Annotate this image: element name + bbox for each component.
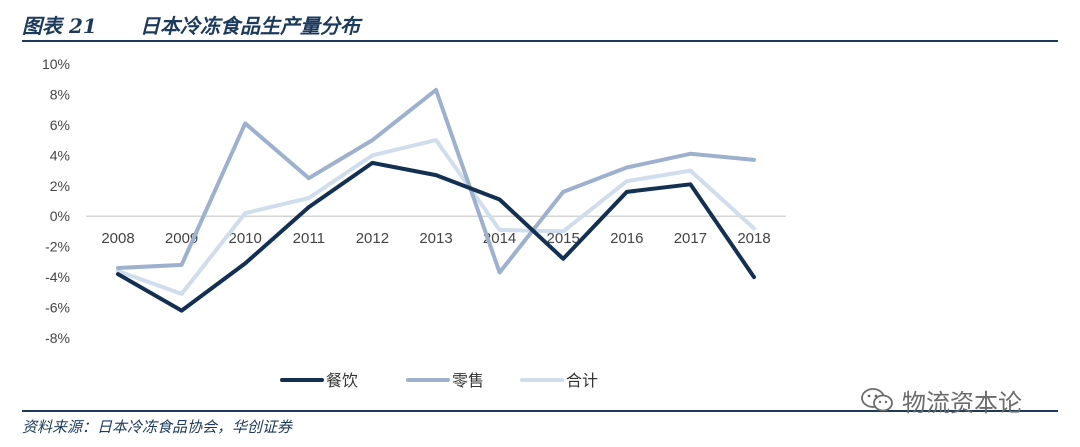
legend: 餐饮 零售 合计 xyxy=(280,371,598,390)
x-tick-label: 2011 xyxy=(293,230,325,247)
x-axis: 2008 2009 2010 2011 2012 2013 2014 2015 2016 2017… xyxy=(86,215,786,247)
legend-label: 零售 xyxy=(452,371,484,390)
watermark-text: 物流资本论 xyxy=(902,388,1022,417)
y-tick-label: -6% xyxy=(45,300,70,316)
x-tick-label: 2013 xyxy=(419,230,452,247)
x-tick-label: 2010 xyxy=(229,230,262,247)
y-tick-label: 10% xyxy=(42,56,70,72)
figure-number: 图表 21 xyxy=(22,14,97,38)
watermark: 物流资本论 xyxy=(860,384,1022,417)
series-line-2 xyxy=(116,138,756,296)
x-tick-label: 2008 xyxy=(101,230,134,247)
figure-header: 图表 21 日本冷冻食品生产量分布 xyxy=(22,6,1058,42)
y-tick-label: -2% xyxy=(45,239,70,255)
y-tick-label: 0% xyxy=(50,208,70,224)
series-line-1 xyxy=(116,87,756,275)
y-axis: 10% 8% 6% 4% 2% 0% -2% -4% -6% -8% xyxy=(42,56,70,346)
series-lines xyxy=(116,87,756,313)
x-tick-label: 2015 xyxy=(547,230,580,247)
series-line-0 xyxy=(116,160,756,313)
x-tick-label: 2017 xyxy=(674,230,707,247)
y-tick-label: 6% xyxy=(50,117,70,133)
y-tick-label: 2% xyxy=(50,178,70,194)
wechat-icon xyxy=(861,388,893,412)
x-tick-label: 2016 xyxy=(610,230,643,247)
x-tick-label: 2012 xyxy=(356,230,389,247)
y-tick-label: -4% xyxy=(45,269,70,285)
legend-label: 合计 xyxy=(566,371,598,390)
footer-rule xyxy=(22,410,1058,412)
y-tick-label: 8% xyxy=(50,86,70,102)
legend-label: 餐饮 xyxy=(326,371,358,390)
source-note: 资料来源：日本冷冻食品协会，华创证券 xyxy=(22,418,293,436)
x-tick-label: 2018 xyxy=(737,230,770,247)
y-tick-label: -8% xyxy=(45,330,70,346)
y-tick-label: 4% xyxy=(50,147,70,163)
figure-title: 日本冷冻食品生产量分布 xyxy=(140,14,360,38)
